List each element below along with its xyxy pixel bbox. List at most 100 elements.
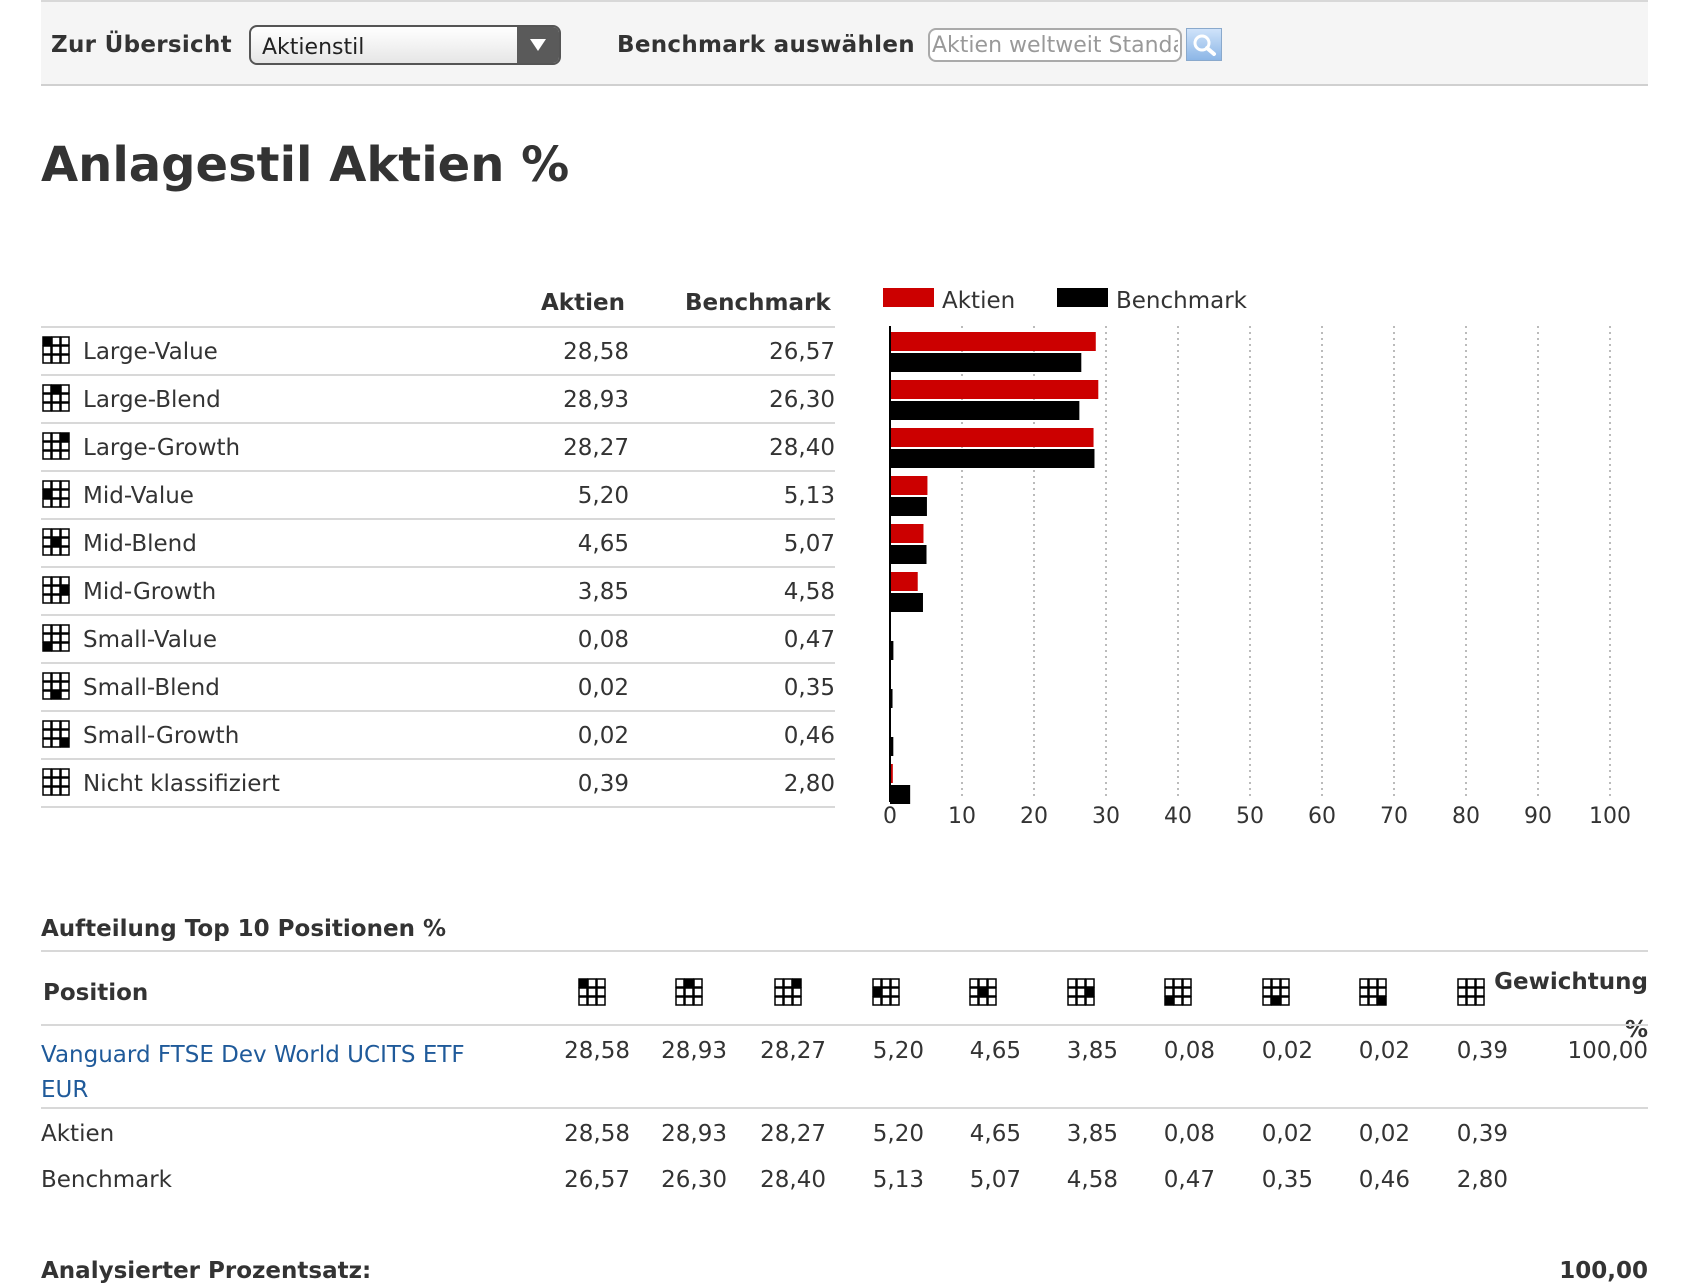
style-row-name: Small-Value <box>83 627 217 653</box>
bar-benchmark <box>890 497 927 516</box>
style-bar-chart: 0 10 20 30 40 50 60 70 80 90 100 <box>883 326 1631 829</box>
style-row-benchmark: 4,58 <box>783 579 835 605</box>
analysed-label: Analysierter Prozentsatz: <box>41 1258 372 1284</box>
style-row-name: Mid-Growth <box>83 579 217 605</box>
style-row: Nicht klassifiziert 0,39 2,80 <box>41 758 835 806</box>
bar-benchmark <box>890 737 894 756</box>
divider <box>41 1024 1648 1026</box>
style-row-name: Mid-Value <box>83 483 194 509</box>
fund-value-cell: 28,93 <box>661 1038 727 1064</box>
style-row-benchmark: 28,40 <box>769 435 835 461</box>
x-tick-label: 10 <box>948 804 976 829</box>
style-row-aktien: 28,58 <box>563 339 629 365</box>
style-box-icon <box>42 384 70 412</box>
style-row-benchmark: 0,35 <box>783 675 835 701</box>
style-row: Small-Growth 0,02 0,46 <box>41 710 835 758</box>
col-header-aktien: Aktien <box>541 290 625 316</box>
style-select[interactable]: Aktienstil <box>249 25 561 65</box>
style-box-icon <box>872 978 900 1010</box>
style-box-icon <box>42 576 70 604</box>
aktien-value-cell: 28,58 <box>564 1121 630 1147</box>
x-tick-label: 40 <box>1164 804 1192 829</box>
style-row-name: Mid-Blend <box>83 531 197 557</box>
style-box-icon <box>42 336 70 364</box>
style-box-icon <box>42 528 70 560</box>
style-row: Small-Value 0,08 0,47 <box>41 614 835 662</box>
style-row: Large-Value 28,58 26,57 <box>41 326 835 374</box>
benchmark-value-cell: 5,07 <box>969 1167 1021 1193</box>
search-icon[interactable] <box>1186 28 1222 61</box>
style-box-icon <box>1359 978 1387 1006</box>
bar-aktien <box>890 524 924 543</box>
fund-value-cell: 0,39 <box>1456 1038 1508 1064</box>
style-box-icon <box>42 624 70 652</box>
style-row: Mid-Growth 3,85 4,58 <box>41 566 835 614</box>
aktien-value-cell: 0,39 <box>1456 1121 1508 1147</box>
style-row-aktien: 3,85 <box>577 579 629 605</box>
style-row-name: Large-Growth <box>83 435 241 461</box>
overview-link[interactable]: Zur Übersicht <box>51 32 232 58</box>
bar-aktien <box>890 380 1099 399</box>
style-box-icon <box>42 528 70 556</box>
style-box-icon <box>1067 978 1095 1006</box>
aktien-row-label: Aktien <box>41 1121 115 1147</box>
weight-header: Gewichtung % <box>1478 958 1648 1054</box>
style-row-aktien: 5,20 <box>577 483 629 509</box>
style-row-aktien: 0,08 <box>577 627 629 653</box>
style-box-icon <box>675 978 703 1006</box>
benchmark-value-cell: 4,58 <box>1066 1167 1118 1193</box>
legend-swatch-benchmark <box>1057 288 1108 307</box>
style-box-icon <box>42 480 70 508</box>
x-tick-label: 80 <box>1452 804 1480 829</box>
legend-label-aktien: Aktien <box>942 288 1016 314</box>
style-box-icon <box>1457 978 1485 1010</box>
aktien-value-cell: 4,65 <box>969 1121 1021 1147</box>
style-box-icon <box>42 432 70 464</box>
fund-value-cell: 3,85 <box>1066 1038 1118 1064</box>
style-box-icon <box>42 624 70 656</box>
divider <box>41 950 1648 952</box>
style-row-aktien: 4,65 <box>577 531 629 557</box>
style-box-icon <box>774 978 802 1010</box>
style-box-icon <box>578 978 606 1010</box>
fund-link[interactable]: Vanguard FTSE Dev World UCITS ETF EUR <box>41 1042 465 1103</box>
style-row-aktien: 28,93 <box>563 387 629 413</box>
style-box-icon <box>969 978 997 1006</box>
benchmark-input[interactable] <box>928 28 1182 62</box>
aktien-value-cell: 5,20 <box>872 1121 924 1147</box>
style-row-name: Large-Value <box>83 339 218 365</box>
style-box-icon <box>42 672 70 704</box>
chevron-down-icon[interactable] <box>517 27 559 63</box>
style-box-icon <box>42 576 70 608</box>
legend-swatch-aktien <box>883 288 934 307</box>
benchmark-value-cell: 0,35 <box>1261 1167 1313 1193</box>
style-box-icon <box>1164 978 1192 1010</box>
x-tick-label: 60 <box>1308 804 1336 829</box>
weight-header-line1: Gewichtung <box>1494 969 1648 995</box>
page-title: Anlagestil Aktien % <box>41 137 570 193</box>
fund-value-cell: 5,20 <box>872 1038 924 1064</box>
style-box-icon <box>872 978 900 1006</box>
position-header: Position <box>43 980 149 1006</box>
divider <box>41 1107 1648 1109</box>
style-row-aktien: 28,27 <box>563 435 629 461</box>
x-tick-label: 50 <box>1236 804 1264 829</box>
aktien-value-cell: 28,93 <box>661 1121 727 1147</box>
style-row: Large-Blend 28,93 26,30 <box>41 374 835 422</box>
style-box-icon <box>42 336 70 368</box>
style-row-aktien: 0,02 <box>577 723 629 749</box>
bar-aktien <box>890 764 893 783</box>
bar-benchmark <box>890 785 911 804</box>
style-box-icon <box>1067 978 1095 1010</box>
bar-benchmark <box>890 689 893 708</box>
style-row: Mid-Value 5,20 5,13 <box>41 470 835 518</box>
style-box-icon <box>578 978 606 1006</box>
style-select-value: Aktienstil <box>262 35 365 60</box>
x-tick-label: 0 <box>883 804 897 829</box>
x-tick-label: 20 <box>1020 804 1048 829</box>
style-box-icon <box>42 768 70 800</box>
style-box-icon <box>42 720 70 748</box>
bar-benchmark <box>890 641 894 660</box>
style-row-benchmark: 26,30 <box>769 387 835 413</box>
style-row-benchmark: 0,46 <box>783 723 835 749</box>
